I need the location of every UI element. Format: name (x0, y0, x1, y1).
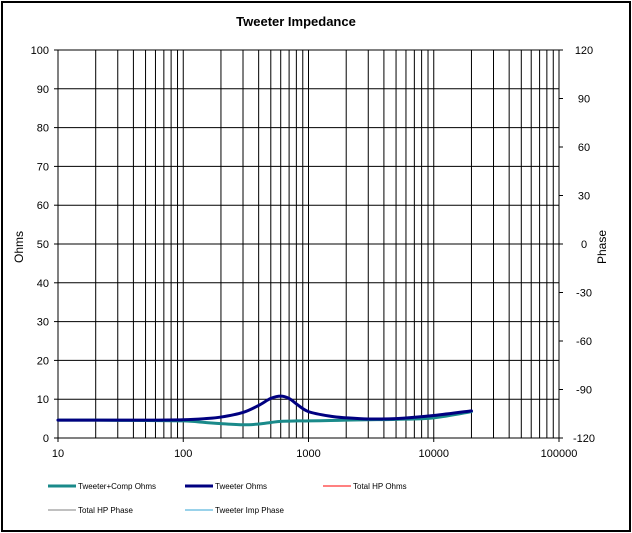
y2-tick-label: -30 (576, 288, 592, 300)
y2-axis-label: Phase (595, 230, 609, 264)
y2-tick-label: 120 (575, 45, 593, 57)
legend-label-total-hp-phase: Total HP Phase (78, 506, 134, 515)
y-tick-label: 60 (37, 200, 49, 212)
y-axis-label: Ohms (12, 231, 26, 263)
y2-tick-label: -60 (576, 336, 592, 348)
y2-tick-label: -90 (576, 385, 592, 397)
y2-tick-label: 60 (578, 142, 590, 154)
series-line-tweeter-ohms (56, 394, 473, 422)
x-tick-label: 10000 (418, 448, 449, 460)
y-tick-label: 100 (31, 45, 49, 57)
y-tick-label: 0 (43, 433, 49, 445)
y-tick-label: 50 (37, 239, 49, 251)
x-tick-label: 1000 (296, 448, 320, 460)
y2-tick-label: -120 (573, 433, 595, 445)
chart-title: Tweeter Impedance (236, 14, 356, 29)
x-tick-label: 10 (52, 448, 64, 460)
legend-label-tweeter-imp-phase: Tweeter Imp Phase (215, 506, 284, 515)
legend: Tweeter+Comp Ohms Tweeter Ohms Total HP Oh… (48, 482, 407, 515)
y-tick-label: 80 (37, 123, 49, 135)
legend-label-total-hp-ohms: Total HP Ohms (353, 482, 407, 491)
legend-label-tweeter-comp-ohms: Tweeter+Comp Ohms (78, 482, 156, 491)
y-tick-label: 10 (37, 394, 49, 406)
legend-label-tweeter-ohms: Tweeter Ohms (215, 482, 267, 491)
x-tick-label: 100000 (541, 448, 578, 460)
gridlines (58, 50, 559, 438)
y-tick-label: 30 (37, 317, 49, 329)
series-lines (56, 394, 473, 427)
y-tick-label: 70 (37, 161, 49, 173)
x-tick-label: 100 (174, 448, 192, 460)
y-tick-label: 90 (37, 84, 49, 96)
y-tick-label: 40 (37, 278, 49, 290)
y2-tick-label: 90 (578, 94, 590, 106)
y-tick-label: 20 (37, 355, 49, 367)
tick-labels: 10 100 1000 10000 10000001020304050607080901… (31, 45, 595, 460)
y2-tick-label: 0 (581, 239, 587, 251)
y2-tick-label: 30 (578, 191, 590, 203)
tweeter-impedance-chart: Tweeter Impedance Ohms Phase 10 100 1000 10… (12, 14, 609, 515)
